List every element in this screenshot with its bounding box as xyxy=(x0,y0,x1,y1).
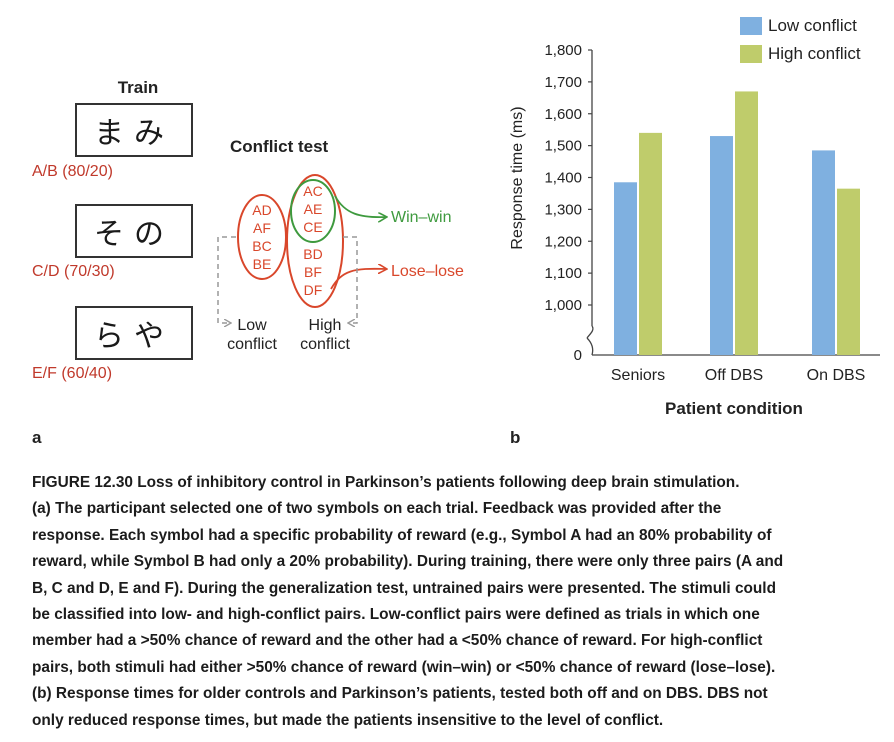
caption-line-8: (b) Response times for older controls an… xyxy=(32,685,768,703)
win-pair-1: AC xyxy=(303,183,322,199)
pair-label-cd: C/D (70/30) xyxy=(32,263,115,280)
y-tick-label: 1,800 xyxy=(544,42,582,59)
symbol-box-ef: らや xyxy=(75,306,193,360)
bar-seniors-low-conflict xyxy=(614,182,637,355)
lose-pair-3: DF xyxy=(304,282,323,298)
response-time-chart: Response time (ms) Patient condition 0 1,… xyxy=(509,42,880,418)
y-tick-label: 1,100 xyxy=(544,265,582,282)
win-win-arrow xyxy=(334,195,386,217)
axis-break-mark xyxy=(586,325,594,339)
low-pair-4: BE xyxy=(253,256,272,272)
bar-off-dbs-high-conflict xyxy=(735,91,758,355)
high-conflict-label-1: High xyxy=(309,317,342,334)
high-conflict-label-2: conflict xyxy=(300,336,350,353)
conflict-test-title: Conflict test xyxy=(230,137,329,156)
x-tick-label: On DBS xyxy=(807,367,866,384)
lose-lose-arrow xyxy=(330,269,386,290)
caption-line-4: B, C and D, E and F). During the general… xyxy=(32,579,776,597)
high-conflict-ellipse xyxy=(286,174,344,308)
y-tick-label: 1,000 xyxy=(544,297,582,314)
bar-seniors-high-conflict xyxy=(639,132,662,355)
y-tick-label: 1,200 xyxy=(544,233,582,250)
bar-on-dbs-high-conflict xyxy=(837,188,860,355)
lose-pair-1: BD xyxy=(303,246,322,262)
y-tick-label-zero: 0 xyxy=(574,347,582,364)
x-tick-label: Off DBS xyxy=(705,367,763,384)
panel-a-letter: a xyxy=(32,428,42,447)
caption-line-2: response. Each symbol had a specific pro… xyxy=(32,526,772,544)
low-conflict-label-2: conflict xyxy=(227,336,277,353)
caption-line-9: only reduced response times, but made th… xyxy=(32,711,664,729)
y-tick-label: 1,500 xyxy=(544,138,582,155)
legend-label-high: High conflict xyxy=(768,44,861,63)
low-conflict-bracket xyxy=(217,236,236,323)
win-win-ellipse xyxy=(290,179,336,243)
train-title: Train xyxy=(117,78,159,97)
x-axis-label: Patient condition xyxy=(665,399,803,418)
bar-on-dbs-low-conflict xyxy=(812,150,835,355)
low-conflict-label-1: Low xyxy=(237,317,267,334)
lose-lose-label: Lose–lose xyxy=(391,263,464,280)
panel-b: Low conflict High conflict Response time… xyxy=(500,0,894,470)
symbol-box-ab: まみ xyxy=(75,103,193,157)
legend-item-high: High conflict xyxy=(740,40,861,68)
figure-caption: FIGURE 12.30 Loss of inhibitory control … xyxy=(32,470,872,734)
win-win-label: Win–win xyxy=(391,209,451,226)
lose-pair-2: BF xyxy=(304,264,322,280)
bar-off-dbs-low-conflict xyxy=(710,136,733,355)
y-tick-label: 1,600 xyxy=(544,106,582,123)
low-conflict-ellipse xyxy=(237,194,287,280)
panel-a: Train まみ A/B (80/20) その C/D (70/30) らや E… xyxy=(0,0,500,470)
legend-label-low: Low conflict xyxy=(768,16,857,35)
caption-line-3: reward, while Symbol B had only a 20% pr… xyxy=(32,553,784,571)
symbol-box-cd: その xyxy=(75,204,193,258)
caption-line-5: be classified into low- and high-conflic… xyxy=(32,606,760,624)
axis-break-tail xyxy=(586,337,594,356)
y-tick-label: 1,700 xyxy=(544,74,582,91)
low-pair-3: BC xyxy=(252,238,271,254)
y-tick-label: 1,400 xyxy=(544,170,582,187)
legend-item-low: Low conflict xyxy=(740,12,861,40)
caption-line-1: (a) The participant selected one of two … xyxy=(32,500,722,518)
chart-legend: Low conflict High conflict xyxy=(740,12,861,68)
conflict-diagram: AD AF BC BE AC AE CE BD BF DF Win–win Lo… xyxy=(217,174,464,353)
caption-title: FIGURE 12.30 Loss of inhibitory control … xyxy=(32,474,740,491)
pair-label-ef: E/F (60/40) xyxy=(32,365,113,382)
caption-line-6: member had a >50% chance of reward and t… xyxy=(32,632,763,650)
low-pair-2: AF xyxy=(253,220,271,236)
legend-swatch-low xyxy=(740,17,762,35)
low-pair-1: AD xyxy=(252,202,271,218)
legend-swatch-high xyxy=(740,45,762,63)
caption-line-7: pairs, both stimuli had either >50% chan… xyxy=(32,658,776,676)
high-conflict-bracket xyxy=(343,236,358,323)
panel-b-letter: b xyxy=(510,428,521,447)
x-tick-label: Seniors xyxy=(611,367,665,384)
win-pair-3: CE xyxy=(303,219,322,235)
y-tick-label: 1,300 xyxy=(544,201,582,218)
win-pair-2: AE xyxy=(304,201,323,217)
pair-label-ab: A/B (80/20) xyxy=(32,163,113,180)
y-axis-label: Response time (ms) xyxy=(509,106,526,249)
